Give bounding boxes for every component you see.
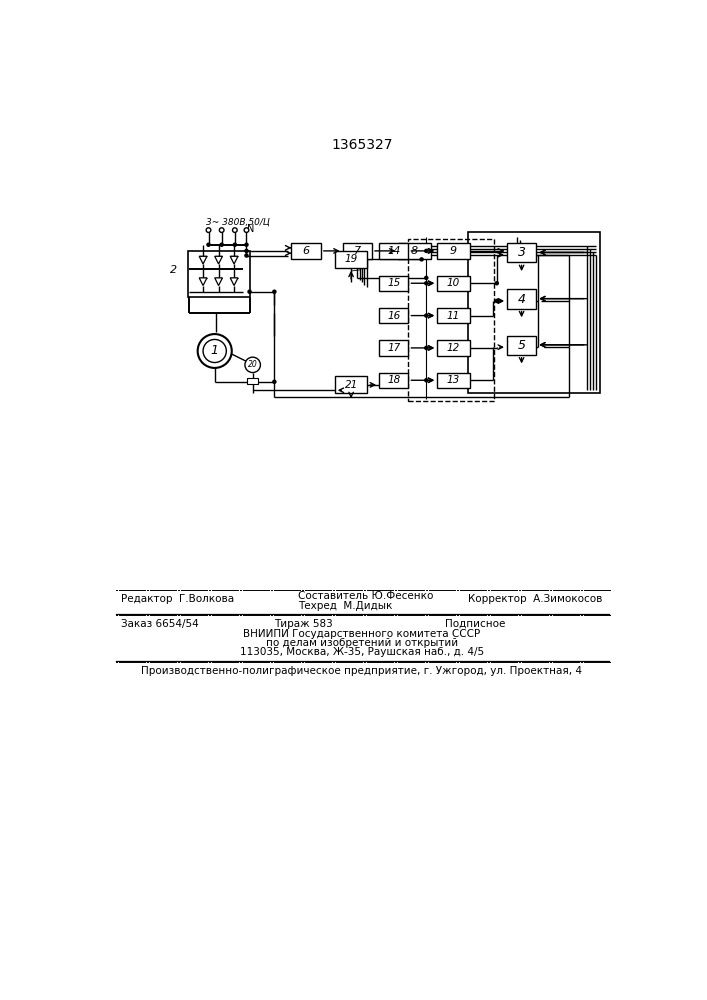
Circle shape [425,379,428,382]
Circle shape [273,380,276,383]
Text: Корректор  А.Зимокосов: Корректор А.Зимокосов [468,594,602,604]
Bar [379,308,409,323]
Circle shape [207,243,210,246]
Text: Техред  М.Дидык: Техред М.Дидык [298,601,392,611]
Circle shape [245,254,248,257]
Circle shape [203,339,226,363]
Text: 14: 14 [387,246,400,256]
Bar [247,378,258,384]
Circle shape [233,228,237,232]
Text: Производственно-полиграфическое предприятие, г. Ужгород, ул. Проектная, 4: Производственно-полиграфическое предприя… [141,666,583,676]
Text: 11: 11 [447,311,460,321]
Circle shape [198,334,232,368]
Bar [187,251,250,297]
Bar [398,243,431,259]
Text: 3~ 380B,50/Ц: 3~ 380B,50/Ц [206,217,270,226]
Polygon shape [215,278,223,286]
Circle shape [425,276,428,279]
Bar [409,239,493,401]
Text: 4: 4 [518,293,525,306]
Circle shape [248,290,251,293]
Bar [437,308,469,323]
Circle shape [425,249,428,252]
Text: 16: 16 [387,311,400,321]
Circle shape [273,290,276,293]
Text: 21: 21 [344,380,358,390]
Text: 9: 9 [450,246,457,256]
Text: Редактор  Г.Волкова: Редактор Г.Волкова [121,594,234,604]
Text: 13: 13 [447,375,460,385]
Text: 7: 7 [354,246,361,256]
Polygon shape [230,256,238,264]
Text: N: N [247,224,255,234]
Polygon shape [199,278,207,286]
Circle shape [244,228,249,232]
Circle shape [245,357,260,373]
Text: 19: 19 [344,254,358,264]
Bar [507,243,537,262]
Text: 5: 5 [518,339,525,352]
Text: 1365327: 1365327 [331,138,392,152]
Bar [437,340,469,356]
Text: 20: 20 [247,360,257,369]
Circle shape [425,314,428,317]
Circle shape [495,282,498,285]
Text: Заказ 6654/54: Заказ 6654/54 [121,619,199,629]
Bar [335,251,368,268]
Text: Тираж 583: Тираж 583 [274,619,333,629]
Circle shape [219,228,224,232]
Bar [379,373,409,388]
Text: 113035, Москва, Ж-35, Раушская наб., д. 4/5: 113035, Москва, Ж-35, Раушская наб., д. … [240,647,484,657]
Text: ВНИИПИ Государственного комитета СССР: ВНИИПИ Государственного комитета СССР [243,629,481,639]
Text: Подписное: Подписное [445,619,506,629]
Text: 18: 18 [387,375,400,385]
Bar [437,243,469,259]
Bar [335,376,368,393]
Circle shape [420,258,423,261]
Bar [468,232,600,393]
Circle shape [495,299,498,302]
Polygon shape [215,256,223,264]
Bar [507,289,537,309]
Text: 12: 12 [447,343,460,353]
Text: 2: 2 [170,265,177,275]
Circle shape [206,228,211,232]
Bar [437,276,469,291]
Text: 17: 17 [387,343,400,353]
Text: по делам изобретений и открытий: по делам изобретений и открытий [266,638,458,648]
Polygon shape [199,256,207,264]
Polygon shape [230,278,238,286]
Bar [291,243,321,259]
Circle shape [425,346,428,349]
Circle shape [245,243,248,246]
Circle shape [425,282,428,285]
Circle shape [233,243,236,246]
Bar [437,373,469,388]
Bar [507,336,537,355]
Text: 10: 10 [447,278,460,288]
Text: Составитель Ю.Фесенко: Составитель Ю.Фесенко [298,591,433,601]
Text: 8: 8 [411,246,419,256]
Bar [379,340,409,356]
Text: 3: 3 [518,246,525,259]
Text: 1: 1 [211,344,218,358]
Circle shape [220,243,223,246]
Bar [343,243,372,259]
Text: 6: 6 [303,246,310,256]
Circle shape [245,249,248,252]
Text: 15: 15 [387,278,400,288]
Bar [379,243,409,259]
Bar [379,276,409,291]
